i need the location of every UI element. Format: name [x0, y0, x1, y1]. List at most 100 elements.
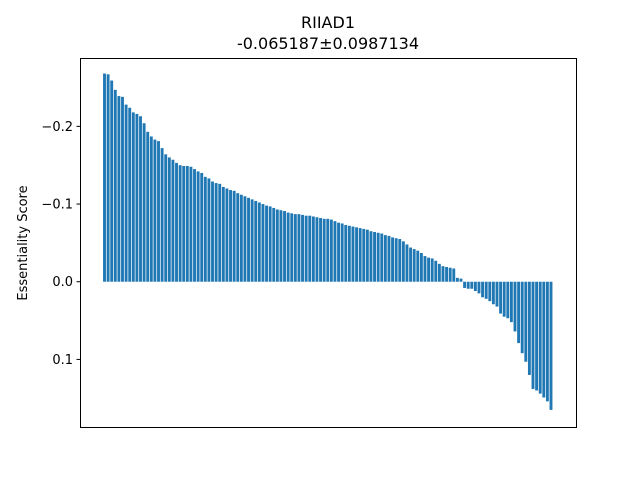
bar [412, 249, 416, 282]
bar [218, 183, 222, 282]
bar [455, 277, 459, 282]
bar [286, 212, 290, 282]
bar [149, 136, 153, 282]
bar [499, 281, 503, 314]
bar [383, 235, 387, 282]
bar [473, 281, 477, 292]
bar [358, 228, 362, 282]
bar [236, 193, 240, 282]
bar [117, 96, 121, 282]
bar [329, 219, 333, 282]
bar [401, 241, 405, 282]
bar [477, 281, 481, 294]
bar [304, 215, 308, 282]
bar [203, 176, 207, 282]
bar [542, 281, 546, 398]
bar [293, 214, 297, 282]
bar [409, 247, 413, 282]
y-axis: −0.2 −0.1 0.0 0.1 [41, 120, 80, 368]
bar [301, 214, 304, 282]
bar [416, 250, 420, 282]
bar [380, 233, 384, 282]
bar [319, 218, 322, 282]
bar [103, 73, 106, 282]
bar [308, 215, 312, 282]
bar [247, 197, 250, 282]
bar [427, 257, 431, 282]
bar [311, 216, 315, 282]
bar [261, 204, 265, 282]
y-tick-label: −0.2 [41, 120, 73, 135]
bar [340, 223, 344, 282]
bar [178, 165, 182, 282]
bar [387, 235, 391, 282]
chart-subtitle: -0.065187±0.0987134 [237, 34, 419, 53]
bar [225, 188, 229, 282]
bar [481, 281, 485, 298]
bar [193, 169, 196, 282]
bar [283, 211, 286, 282]
bar [430, 258, 434, 282]
bar [459, 278, 463, 282]
bar [369, 231, 373, 282]
y-tick-label: 0.1 [52, 353, 73, 368]
bar [423, 256, 427, 282]
bar [121, 96, 124, 282]
bar [146, 131, 150, 282]
y-tick-label: −0.1 [41, 198, 73, 213]
bar [200, 172, 204, 282]
bar [322, 218, 326, 282]
bar [513, 281, 517, 332]
bar [520, 281, 524, 354]
y-axis-label: Essentiality Score [16, 185, 31, 300]
bar [250, 199, 254, 282]
bar [297, 214, 301, 282]
bar [365, 229, 369, 282]
bar [131, 112, 135, 282]
bar [524, 281, 528, 362]
bar [157, 141, 160, 282]
bar [549, 281, 553, 410]
bar [373, 232, 376, 282]
bar [355, 227, 358, 282]
bar [257, 202, 261, 282]
bar [268, 206, 272, 282]
bar [517, 281, 521, 344]
bar [535, 281, 539, 391]
plot-frame [80, 58, 577, 428]
bar [211, 181, 214, 282]
bar [185, 165, 189, 282]
bar [419, 252, 423, 282]
bar [167, 157, 171, 282]
bar [113, 89, 117, 282]
bar [279, 210, 283, 282]
bar [182, 165, 186, 282]
bar [531, 281, 535, 389]
bar [207, 178, 211, 282]
bar [110, 80, 114, 282]
bar [337, 222, 340, 282]
bar [290, 213, 294, 282]
bar [527, 281, 531, 375]
bar [171, 159, 175, 282]
bar [391, 237, 394, 282]
bar [491, 281, 495, 305]
bar [135, 113, 139, 282]
bar [326, 218, 330, 282]
bar [463, 281, 467, 288]
bar [272, 207, 276, 282]
bar [153, 139, 157, 282]
bar [344, 225, 348, 282]
bar [124, 104, 128, 282]
bar [347, 225, 351, 282]
bar [351, 226, 355, 282]
bar [254, 200, 258, 282]
chart-title: RIIAD1 [301, 13, 355, 32]
bar [275, 209, 279, 282]
bar [434, 260, 438, 282]
bar [538, 281, 542, 394]
bar [221, 186, 225, 282]
bar [315, 217, 319, 282]
bar [470, 281, 474, 289]
bar [106, 74, 110, 282]
